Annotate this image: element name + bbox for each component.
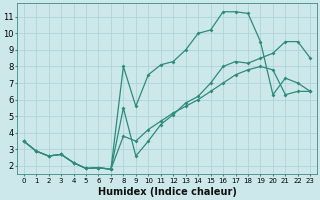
X-axis label: Humidex (Indice chaleur): Humidex (Indice chaleur) <box>98 187 236 197</box>
